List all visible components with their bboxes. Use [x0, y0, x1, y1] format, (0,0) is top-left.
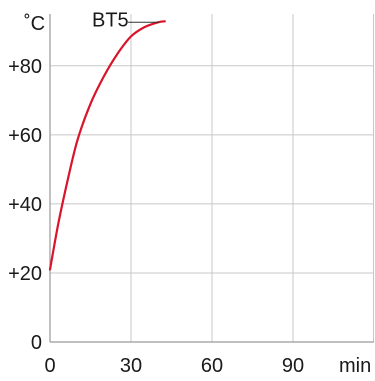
series-label-BT5: BT5 — [92, 9, 129, 31]
y-tick-label-60: +60 — [8, 125, 42, 147]
y-tick-label-0: 0 — [31, 332, 42, 354]
x-tick-label-90: 90 — [282, 355, 304, 376]
series-line-BT5 — [48, 20, 166, 271]
axes — [49, 14, 374, 343]
x-unit-label: min — [339, 355, 371, 376]
x-tick-label-60: 60 — [201, 355, 223, 376]
y-unit-label: ˚C — [24, 13, 45, 35]
x-tick-label-30: 30 — [120, 355, 142, 376]
series-lines — [48, 20, 166, 271]
y-tick-label-40: +40 — [8, 194, 42, 216]
y-tick-label-20: +20 — [8, 263, 42, 285]
labels: ˚C min 0 +20 +40 +60 +80 0 30 60 90 BT5 — [8, 9, 371, 377]
y-tick-label-80: +80 — [8, 56, 42, 78]
grid-lines — [50, 14, 374, 342]
x-tick-label-0: 0 — [44, 355, 55, 376]
